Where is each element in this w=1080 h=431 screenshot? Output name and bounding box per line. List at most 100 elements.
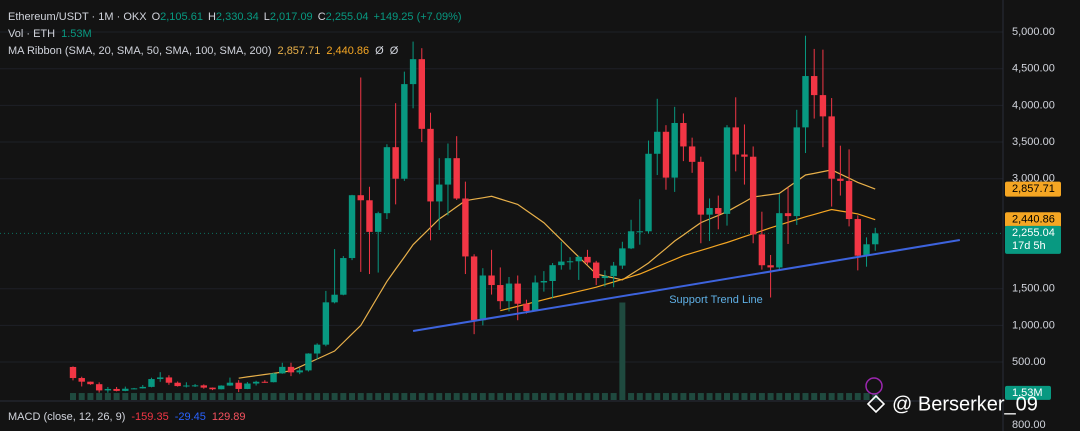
volume-bar — [462, 393, 469, 400]
candle-body — [872, 233, 879, 245]
price-label-box — [1005, 181, 1061, 197]
volume-bar — [636, 393, 643, 400]
candle-body — [749, 156, 757, 235]
volume-bar — [785, 393, 792, 400]
alert-icon[interactable] — [865, 377, 883, 395]
volume-label-box — [1005, 385, 1051, 400]
candle-body — [575, 256, 582, 262]
volume-bar — [410, 393, 417, 400]
candle-body — [409, 59, 417, 85]
candle-body — [645, 153, 652, 232]
volume-bar — [741, 393, 748, 400]
candle-body — [636, 231, 643, 233]
symbol-text: Ethereum/USDT · 1M · OKX — [8, 11, 147, 23]
vol-value: 1.53M — [61, 28, 92, 40]
candle-body — [348, 195, 356, 259]
volume-bar — [279, 393, 286, 400]
trend-line — [412, 239, 960, 333]
volume-bar — [366, 393, 373, 400]
volume-bar — [793, 393, 800, 400]
candle-body — [261, 381, 269, 383]
candle-body — [671, 122, 678, 178]
y-tick-label: 4,500.00 — [1012, 63, 1055, 75]
y-tick-label: 1,500.00 — [1012, 283, 1055, 295]
volume-bar — [331, 393, 338, 400]
volume-bar — [436, 393, 443, 400]
watermark-logo — [866, 394, 886, 414]
volume-bar — [706, 393, 713, 400]
volume-bar — [200, 393, 207, 400]
macd-row: MACD (close, 12, 26, 9) -159.35 -29.45 129.… — [8, 411, 246, 423]
price-label: 2,857.71 — [1012, 183, 1055, 195]
c-label: C — [318, 11, 326, 23]
candle-body — [662, 131, 670, 178]
ma-row: MA Ribbon (SMA, 20, SMA, 50, SMA, 100, S… — [8, 45, 399, 57]
candle-body — [209, 387, 216, 390]
price-label: 2,440.86 — [1012, 214, 1055, 226]
candle-body — [279, 366, 286, 374]
candle-body — [235, 382, 242, 389]
candle-body — [776, 213, 783, 268]
volume-bar — [453, 393, 460, 400]
candle-body — [174, 382, 181, 387]
candle-body — [811, 76, 818, 96]
candle-body — [819, 95, 827, 117]
candle-body — [436, 184, 443, 202]
candle-body — [157, 377, 164, 380]
volume-bar — [758, 393, 765, 400]
candle-body — [732, 127, 739, 155]
volume-bar — [174, 393, 181, 400]
symbol: Ethereum/USDT · 1M · OKX O2,105.61 H2,330.… — [8, 11, 462, 23]
volume-bar — [157, 393, 164, 400]
volume-bar — [261, 393, 268, 400]
candle-body — [392, 147, 399, 179]
candle-body — [540, 281, 548, 283]
volume-bar — [584, 393, 591, 400]
candle-body — [95, 384, 103, 391]
volume-bar — [479, 393, 486, 400]
candle-body — [340, 258, 347, 295]
y-tick-label: 500.00 — [1012, 356, 1046, 368]
watermark: @ Berserker_09 — [892, 393, 1038, 415]
volume-bar — [78, 393, 85, 400]
candle-body — [322, 302, 330, 345]
volume-bar — [375, 393, 382, 400]
candle-body — [366, 200, 373, 232]
ma-title: MA Ribbon (SMA, 20, SMA, 50, SMA, 100, S… — [8, 45, 272, 57]
volume-bar — [549, 393, 556, 400]
candle-body — [130, 388, 138, 390]
volume-bar — [715, 393, 722, 400]
trend-line-label: Support Trend Line — [669, 294, 763, 306]
l-value: 2,017.09 — [270, 11, 313, 23]
candle-body — [357, 195, 364, 201]
volume-bar — [601, 393, 608, 400]
candle-body — [252, 381, 260, 384]
volume-bar — [131, 393, 138, 400]
y-tick-label: 4,000.00 — [1012, 99, 1055, 111]
volume-bar — [767, 393, 774, 400]
candle-body — [479, 275, 487, 321]
candle-body — [270, 373, 277, 383]
ma-line — [238, 169, 876, 379]
candle-body — [549, 265, 556, 282]
volume-bar — [645, 393, 652, 400]
o-value: 2,105.61 — [160, 11, 203, 23]
volume-bar — [567, 393, 574, 400]
candle-body — [688, 146, 696, 162]
volume-bar — [192, 393, 199, 400]
volume-bar — [514, 393, 521, 400]
price-label-box — [1005, 225, 1061, 254]
volume-bar — [218, 393, 225, 400]
volume-bar — [488, 393, 495, 400]
volume-row: Vol · ETH 1.53M — [8, 28, 92, 40]
volume-bar — [70, 393, 76, 400]
macd1-value: -159.35 — [131, 411, 168, 423]
candle-body — [191, 385, 199, 387]
volume-bar — [183, 393, 190, 400]
candle-body — [863, 244, 870, 256]
volume-bar — [244, 393, 251, 400]
candle-body — [627, 231, 635, 249]
volume-bar — [148, 393, 155, 400]
candle-body — [523, 303, 530, 311]
